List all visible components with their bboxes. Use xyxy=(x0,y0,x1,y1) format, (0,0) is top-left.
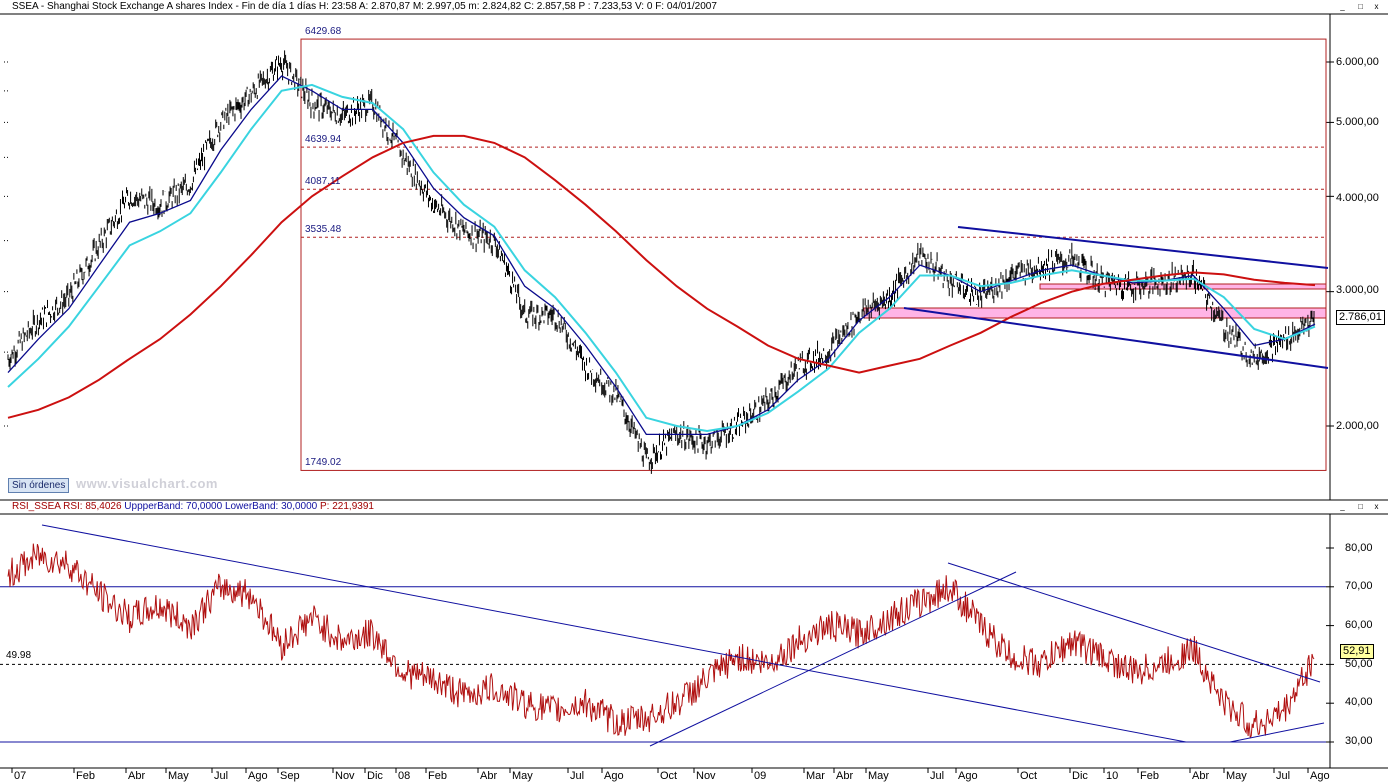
x-axis-label: Nov xyxy=(335,770,355,782)
ma-fast-line xyxy=(7,75,1316,436)
rsi-level-label: 49.98 xyxy=(6,650,32,661)
x-axis-label: Feb xyxy=(76,770,95,782)
fib-label-6429: 6429.68 xyxy=(305,26,342,37)
x-axis-label: Jul xyxy=(930,770,945,782)
x-axis-label: May xyxy=(168,770,189,782)
rsi-header: RSI_SSEA RSI: 85,4026 UppperBand: 70,000… xyxy=(0,500,1388,514)
x-axis-label: Feb xyxy=(428,770,447,782)
x-axis-label: Jul xyxy=(1276,770,1291,782)
rsi-close-button[interactable]: x xyxy=(1374,502,1379,511)
x-axis-label: 10 xyxy=(1106,770,1119,782)
price-axis-label-2000: 2.000,00 xyxy=(1336,420,1379,432)
price-axis-label-3000: 3.000,00 xyxy=(1336,284,1379,296)
x-axis-label: 09 xyxy=(754,770,767,782)
x-axis-label: Feb xyxy=(1140,770,1159,782)
rsi-header-p: P: 221,9391 xyxy=(320,501,374,512)
x-axis-label: 08 xyxy=(398,770,411,782)
x-axis-label: May xyxy=(512,770,533,782)
rsi-axis-label-40: 40,00 xyxy=(1345,696,1373,708)
rsi-line xyxy=(7,543,1315,739)
fib-label-1749: 1749.02 xyxy=(305,457,342,468)
rsi-pane[interactable]: RSI_SSEA RSI: 85,4026 UppperBand: 70,000… xyxy=(0,500,1388,768)
rsi-maximize-button[interactable]: □ xyxy=(1358,502,1363,511)
x-axis-label: Nov xyxy=(696,770,716,782)
rsi-axis-label-50: 50,00 xyxy=(1345,658,1373,670)
x-axis-label: Ago xyxy=(248,770,268,782)
rsi-minimize-button[interactable]: _ xyxy=(1340,502,1345,511)
fib-label-3535: 3535.48 xyxy=(305,224,342,235)
watermark: www.visualchart.com xyxy=(76,476,218,491)
price-axis-label-6000: 6.000,00 xyxy=(1336,56,1379,68)
fib-label-4639: 4639.94 xyxy=(305,134,342,145)
x-axis-label: Jul xyxy=(570,770,585,782)
last-price-tag: 2.786,01 xyxy=(1336,310,1385,325)
x-axis-label: 07 xyxy=(14,770,27,782)
ma-mid-line xyxy=(7,83,1316,433)
close-button[interactable]: x xyxy=(1374,2,1379,11)
x-axis-label: Abr xyxy=(836,770,854,782)
price-header: SSEA - Shanghai Stock Exchange A shares … xyxy=(0,0,1388,14)
x-axis-label: Dic xyxy=(367,770,383,782)
orders-badge[interactable]: Sin órdenes xyxy=(8,478,70,493)
rsi-axis-label-70: 70,00 xyxy=(1345,580,1373,592)
x-axis-label: May xyxy=(1226,770,1247,782)
x-axis-label: Sep xyxy=(280,770,300,782)
x-axis-label: Ago xyxy=(958,770,978,782)
rsi-header-value: RSI: 85,4026 xyxy=(63,501,122,512)
channel-bottom-line xyxy=(903,307,1329,369)
x-axis-label: Abr xyxy=(128,770,146,782)
x-axis-label: Jul xyxy=(214,770,229,782)
x-axis-label: May xyxy=(868,770,889,782)
x-axis-label: Ago xyxy=(604,770,624,782)
rsi-axis-label-60: 60,00 xyxy=(1345,619,1373,631)
x-axis-label: Ago xyxy=(1310,770,1330,782)
x-axis-label: Oct xyxy=(1020,770,1038,782)
x-axis-label: Abr xyxy=(480,770,498,782)
rsi-trend-up-2 xyxy=(1229,722,1325,743)
x-axis-label: Dic xyxy=(1072,770,1088,782)
ma-slow-line xyxy=(7,134,1316,419)
price-header-text: SSEA - Shanghai Stock Exchange A shares … xyxy=(12,1,717,12)
rsi-header-lower: LowerBand: 30,0000 xyxy=(224,501,318,512)
x-axis-label: Mar xyxy=(806,770,825,782)
channel-top-line xyxy=(957,226,1329,269)
fib-label-4087: 4087.11 xyxy=(305,176,341,187)
x-axis-label: Abr xyxy=(1192,770,1210,782)
maximize-button[interactable]: □ xyxy=(1358,2,1363,11)
rsi-header-upper: UppperBand: 70,0000 xyxy=(124,501,223,512)
minimize-button[interactable]: _ xyxy=(1340,2,1345,11)
rsi-trend-down-1 xyxy=(41,524,1187,743)
rsi-header-name: RSI_SSEA xyxy=(12,501,61,512)
rsi-trend-down-2 xyxy=(947,562,1321,683)
x-axis-label: Oct xyxy=(660,770,678,782)
price-axis-label-4000: 4.000,00 xyxy=(1336,192,1379,204)
rsi-last-tag: 52,91 xyxy=(1340,644,1374,659)
rsi-trend-up-1 xyxy=(649,571,1017,747)
rsi-axis-label-30: 30,00 xyxy=(1345,735,1373,747)
fib-box xyxy=(300,38,1327,471)
rsi-axis-label-80: 80,00 xyxy=(1345,542,1373,554)
price-axis-label-5000: 5.000,00 xyxy=(1336,116,1379,128)
